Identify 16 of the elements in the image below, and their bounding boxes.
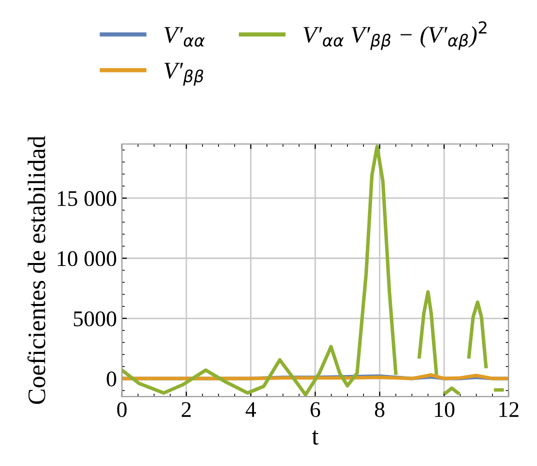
- x-axis-title: t: [312, 430, 319, 445]
- x-tick-label: 12: [499, 402, 518, 417]
- x-tick-label: 2: [182, 402, 191, 417]
- legend-label: V′$_{ββ}$: [164, 62, 204, 86]
- x-tick-label: 8: [374, 402, 384, 418]
- y-axis-title: Coeficientes de estabilidad: [27, 136, 46, 404]
- y-tick-label: 10 000: [58, 251, 116, 266]
- y-tick-label: 15 000: [58, 191, 116, 206]
- y-tick-label: 0: [106, 371, 116, 386]
- legend-label: V′$_{αα}$: [164, 27, 205, 47]
- x-tick-label: 6: [310, 402, 320, 418]
- x-tick-label: 0: [117, 402, 127, 418]
- legend-label: V′$_{αα}$ V′$_{ββ}$ − (V′$_{αβ}$)$^{2}$: [304, 21, 486, 50]
- x-tick-label: 4: [246, 402, 256, 417]
- x-tick-label: 10: [434, 402, 454, 418]
- y-tick-label: 5000: [74, 311, 116, 326]
